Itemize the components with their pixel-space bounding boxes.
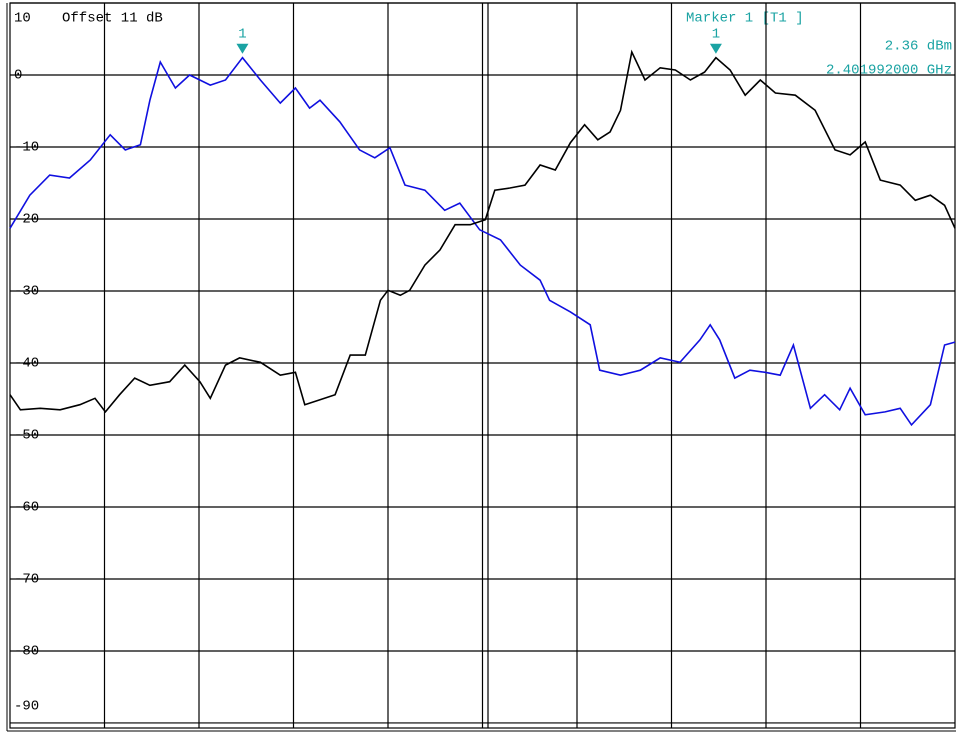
y-tick-label: -70: [14, 572, 39, 588]
marker-triangle: [709, 43, 722, 54]
y-tick-label: 0: [14, 68, 22, 84]
trace: [9, 49, 956, 414]
y-tick-label: -30: [14, 284, 39, 300]
marker-label: 1: [238, 26, 246, 42]
y-tick-label: -60: [14, 500, 39, 516]
marker-frequency: 2.401992000 GHz: [826, 63, 952, 79]
y-tick-label: -50: [14, 428, 39, 444]
marker-level: 2.36 dBm: [885, 39, 952, 55]
marker-label: 1: [712, 26, 720, 42]
y-tick-label: -90: [14, 699, 39, 715]
marker-triangle: [236, 43, 249, 54]
y-tick-label: -20: [14, 212, 39, 228]
marker-title: Marker 1 [T1 ]: [686, 11, 804, 27]
trace: [9, 56, 956, 427]
y-tick-label: -10: [14, 140, 39, 156]
offset-text: Offset 11 dB: [62, 11, 163, 27]
y-tick-label: 10: [14, 11, 31, 27]
y-tick-label: -40: [14, 356, 39, 372]
y-tick-label: -80: [14, 644, 39, 660]
